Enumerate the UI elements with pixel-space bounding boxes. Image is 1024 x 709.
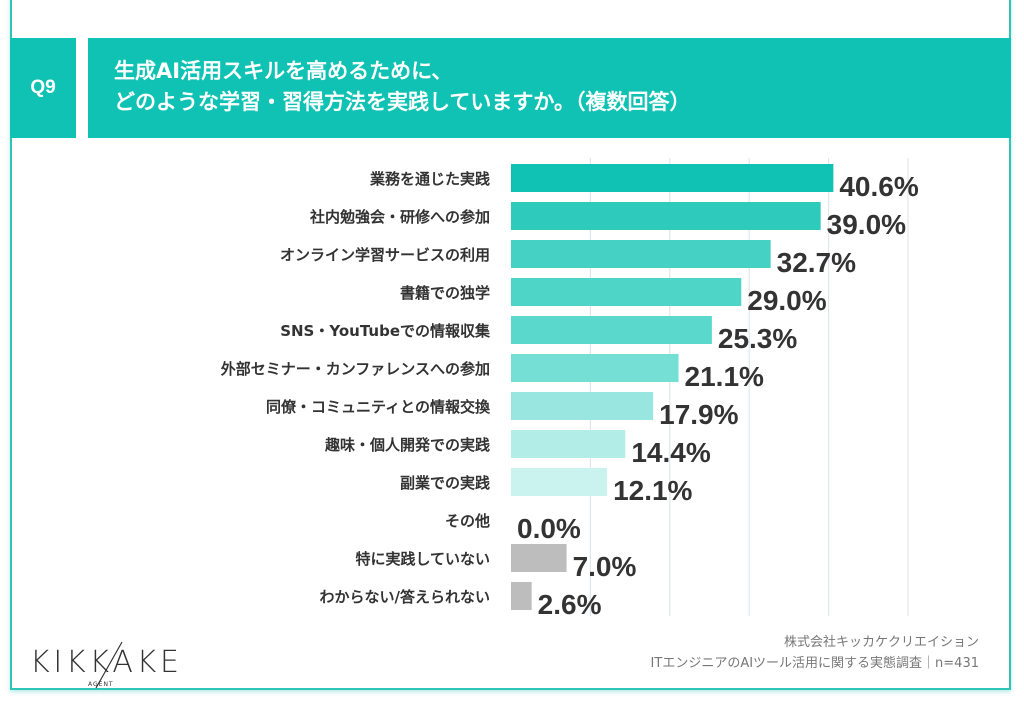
category-label: 業務を通じた実践 [369, 170, 490, 188]
bar [511, 240, 771, 268]
value-label: 14.4% [631, 437, 710, 468]
value-label: 0.0% [517, 513, 581, 544]
value-label: 29.0% [747, 285, 826, 316]
title-line-2: どのような学習・習得方法を実践していますか。（複数回答） [114, 90, 691, 114]
value-label: 25.3% [718, 323, 797, 354]
value-label: 39.0% [827, 209, 906, 240]
bar [511, 430, 626, 458]
question-title: 生成AI活用スキルを高めるために、 どのような学習・習得方法を実践していますか。… [88, 38, 1011, 138]
value-label: 2.6% [538, 589, 602, 620]
bar [511, 354, 679, 382]
bar [511, 202, 821, 230]
kikkake-logo: KIKKAKE AGENT [30, 640, 190, 694]
value-label: 21.1% [685, 361, 764, 392]
title-line-1: 生成AI活用スキルを高めるために、 [114, 59, 453, 83]
value-label: 7.0% [573, 551, 637, 582]
category-label: わからない/答えられない [320, 588, 490, 606]
svg-text:KIKKAKE: KIKKAKE [30, 645, 182, 680]
footer-survey: ITエンジニアのAIツール活用に関する実態調査｜n=431 [650, 656, 979, 671]
card-frame [10, 0, 1011, 690]
value-label: 12.1% [613, 475, 692, 506]
bar [511, 544, 567, 572]
bar [511, 582, 532, 610]
value-label: 17.9% [659, 399, 738, 430]
category-label: オンライン学習サービスの利用 [280, 246, 490, 264]
value-label: 32.7% [777, 247, 856, 278]
question-number: Q9 [10, 38, 76, 138]
svg-text:AGENT: AGENT [88, 681, 114, 688]
category-label: 同僚・コミュニティとの情報交換 [266, 398, 491, 416]
category-label: 外部セミナー・カンファレンスへの参加 [220, 360, 490, 378]
bar [511, 164, 834, 192]
category-label: 書籍での独学 [400, 284, 490, 302]
bar [511, 468, 608, 496]
bar [511, 278, 742, 306]
footer-source: 株式会社キッカケクリエイション ITエンジニアのAIツール活用に関する実態調査｜… [651, 632, 979, 674]
category-label: その他 [445, 512, 490, 530]
category-label: 社内勉強会・研修への参加 [309, 208, 490, 226]
value-label: 40.6% [839, 171, 918, 202]
category-label: 趣味・個人開発での実践 [324, 436, 490, 454]
footer-company: 株式会社キッカケクリエイション [783, 635, 979, 650]
question-number-text: Q9 [30, 77, 56, 98]
category-label: SNS・YouTubeでの情報収集 [280, 322, 491, 340]
category-label: 副業での実践 [400, 474, 490, 492]
bar [511, 392, 654, 420]
bar [511, 316, 712, 344]
category-label: 特に実践していない [355, 550, 490, 568]
